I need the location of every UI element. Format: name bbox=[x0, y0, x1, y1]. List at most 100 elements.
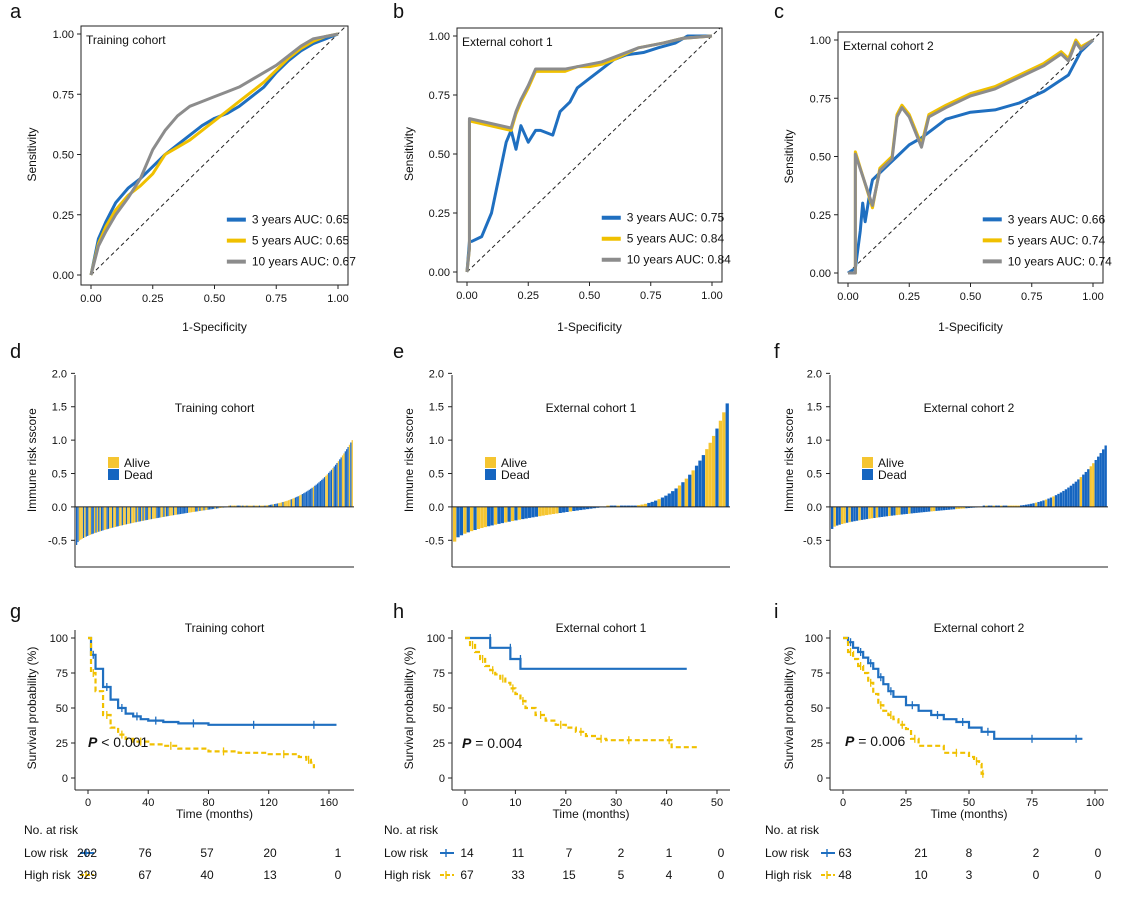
x-tick-label: 40 bbox=[142, 797, 154, 809]
bar-dead bbox=[850, 506, 854, 522]
bar-alive bbox=[110, 506, 112, 529]
bar-dead bbox=[301, 494, 303, 507]
bar-alive bbox=[480, 506, 484, 529]
risk-count: 0 bbox=[1095, 868, 1102, 882]
p-value: P < 0.001 bbox=[88, 734, 149, 750]
y-tick-label: 50 bbox=[811, 703, 823, 715]
risk-count: 15 bbox=[562, 868, 576, 882]
bar-alive bbox=[895, 506, 898, 516]
bar-alive bbox=[840, 506, 844, 524]
bar-dead bbox=[76, 506, 78, 545]
risk-count: 33 bbox=[511, 868, 525, 882]
bar-dead bbox=[172, 506, 175, 516]
bar-alive bbox=[99, 506, 101, 532]
y-tick-label: -0.5 bbox=[425, 535, 444, 547]
bar-dead bbox=[333, 466, 335, 507]
bar-dead bbox=[490, 506, 494, 526]
bar-alive bbox=[123, 506, 125, 525]
bar-dead bbox=[1054, 495, 1058, 507]
bar-alive bbox=[149, 506, 151, 520]
bar-dead bbox=[514, 506, 518, 521]
bar-dead bbox=[1062, 490, 1065, 507]
bar-alive bbox=[637, 505, 641, 507]
bar-dead bbox=[91, 506, 93, 535]
bar-dead bbox=[524, 506, 528, 519]
bar-dead bbox=[269, 504, 272, 507]
y-tick-label: 0.25 bbox=[810, 210, 831, 222]
risk-row-label: High risk bbox=[24, 868, 72, 882]
bar-alive bbox=[175, 506, 177, 515]
risk-row-label: Low risk bbox=[765, 846, 810, 860]
bar-dead bbox=[1024, 504, 1028, 507]
bar-dead bbox=[215, 506, 218, 509]
bar-alive bbox=[243, 505, 245, 507]
bar-dead bbox=[521, 506, 525, 520]
bar-alive bbox=[134, 506, 136, 523]
bar-alive bbox=[105, 506, 107, 530]
bar-dead bbox=[1057, 493, 1060, 507]
bar-dead bbox=[211, 506, 213, 510]
bar-alive bbox=[548, 506, 552, 515]
risk-count: 11 bbox=[512, 846, 525, 860]
bar-alive bbox=[285, 501, 287, 507]
bar-dead bbox=[694, 465, 699, 507]
bar-dead bbox=[340, 457, 342, 507]
bar-alive bbox=[555, 506, 559, 514]
bar-alive bbox=[80, 506, 82, 540]
bar-dead bbox=[208, 506, 211, 510]
bar-dead bbox=[239, 505, 241, 507]
y-tick-label: 0.50 bbox=[810, 152, 831, 164]
bar-alive bbox=[127, 506, 129, 525]
bar-alive bbox=[932, 506, 936, 512]
bar-dead bbox=[145, 506, 147, 521]
bar-dead bbox=[572, 506, 576, 512]
bar-alive bbox=[1052, 496, 1055, 507]
bar-dead bbox=[1037, 501, 1040, 507]
bar-dead bbox=[698, 460, 702, 507]
bar-alive bbox=[476, 506, 481, 529]
bar-dead bbox=[558, 506, 562, 513]
bar-dead bbox=[575, 506, 579, 511]
x-axis-label: Time (months) bbox=[176, 807, 253, 821]
bar-dead bbox=[311, 487, 313, 507]
bar-alive bbox=[640, 504, 644, 507]
bar-alive bbox=[153, 506, 155, 519]
y-tick-label: 75 bbox=[433, 668, 445, 680]
bar-dead bbox=[990, 505, 993, 507]
bar-dead bbox=[304, 492, 306, 507]
bar-alive bbox=[711, 435, 716, 507]
bar-dead bbox=[100, 506, 103, 531]
bar-alive bbox=[124, 506, 126, 525]
bar-dead bbox=[117, 506, 119, 527]
bar-dead bbox=[500, 506, 504, 524]
x-tick-label: 0.50 bbox=[579, 290, 600, 302]
y-tick-label: 0.50 bbox=[429, 149, 450, 161]
bar-alive bbox=[168, 506, 171, 516]
bar-dead bbox=[246, 505, 248, 507]
score-panel-d: d -0.5 0.0 0.5 1.0 1.5 2.0 Immune risk sscore Tr… bbox=[10, 341, 354, 568]
bar-alive bbox=[545, 506, 549, 516]
bar-alive bbox=[1015, 505, 1018, 507]
x-tick-label: 0 bbox=[85, 797, 91, 809]
risk-count: 3 bbox=[966, 868, 973, 882]
bar-dead bbox=[334, 464, 337, 507]
y-axis-label: Sensitivity bbox=[25, 127, 39, 181]
y-tick-label: 1.0 bbox=[52, 435, 67, 447]
bar-dead bbox=[903, 506, 906, 515]
bar-alive bbox=[249, 505, 251, 507]
bar-dead bbox=[562, 506, 566, 513]
risk-count: 1 bbox=[335, 846, 342, 860]
bar-dead bbox=[982, 505, 986, 507]
bar-alive bbox=[103, 506, 105, 531]
bar-dead bbox=[497, 506, 501, 524]
y-tick-label: 50 bbox=[433, 703, 445, 715]
panel-letter: g bbox=[10, 601, 21, 623]
p-value: P = 0.006 bbox=[845, 733, 906, 749]
roc-curve-blue bbox=[465, 34, 712, 273]
y-axis-label: Immune risk sscore bbox=[782, 408, 796, 512]
bar-dead bbox=[487, 506, 491, 527]
bar-dead bbox=[305, 491, 308, 507]
bar-dead bbox=[609, 505, 613, 507]
bar-dead bbox=[995, 505, 998, 507]
p-symbol: P bbox=[88, 734, 98, 750]
